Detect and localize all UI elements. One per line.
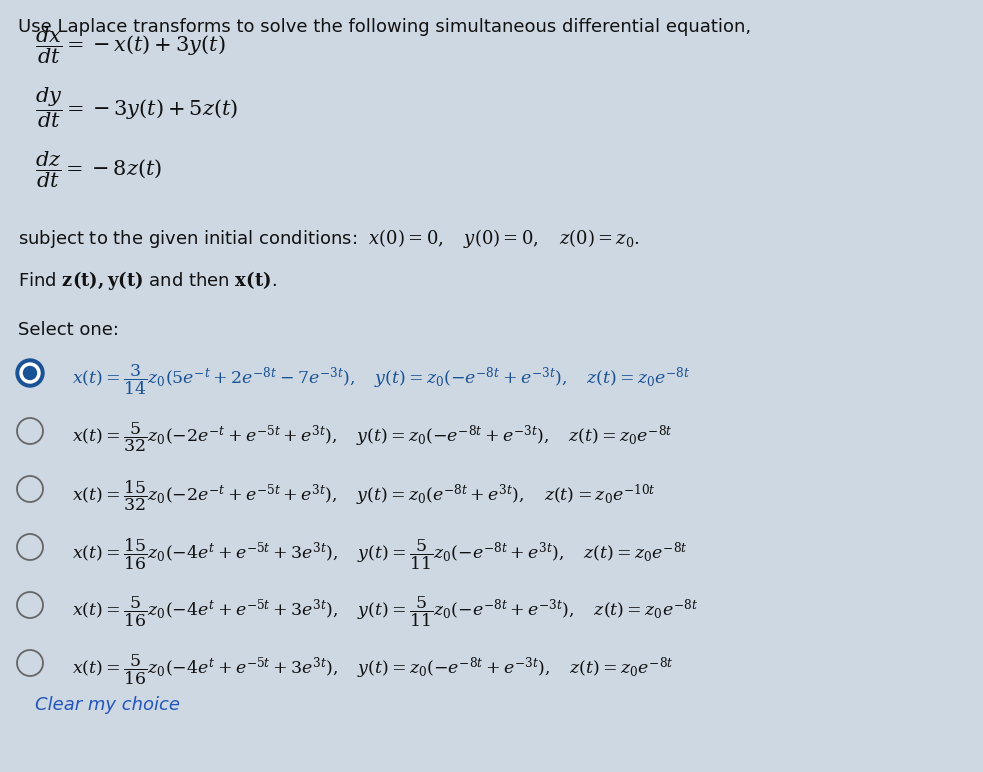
Text: $x(t) = \dfrac{5}{32}z_0(-2e^{-t} + e^{-5t} + e^{3t}),\quad y(t) = z_0(-e^{-8t} : $x(t) = \dfrac{5}{32}z_0(-2e^{-t} + e^{-… <box>72 421 672 455</box>
Circle shape <box>20 363 40 383</box>
Text: $\dfrac{dz}{dt} = -8z(t)$: $\dfrac{dz}{dt} = -8z(t)$ <box>35 150 162 190</box>
Text: Select one:: Select one: <box>18 321 119 339</box>
Text: $\dfrac{dy}{dt} = -3y(t) + 5z(t)$: $\dfrac{dy}{dt} = -3y(t) + 5z(t)$ <box>35 86 238 130</box>
Text: $x(t) = \dfrac{3}{14}z_0(5e^{-t} + 2e^{-8t} - 7e^{-3t}),\quad y(t) = z_0(-e^{-8t: $x(t) = \dfrac{3}{14}z_0(5e^{-t} + 2e^{-… <box>72 363 690 398</box>
Text: $x(t) = \dfrac{15}{16}z_0(-4e^{t} + e^{-5t} + 3e^{3t}),\quad y(t) = \dfrac{5}{11: $x(t) = \dfrac{15}{16}z_0(-4e^{t} + e^{-… <box>72 537 688 572</box>
Text: $x(t) = \dfrac{5}{16}z_0(-4e^{t} + e^{-5t} + 3e^{3t}),\quad y(t) = \dfrac{5}{11}: $x(t) = \dfrac{5}{16}z_0(-4e^{t} + e^{-5… <box>72 595 698 629</box>
Text: Clear my choice: Clear my choice <box>35 696 180 714</box>
Text: $x(t) = \dfrac{15}{32}z_0(-2e^{-t} + e^{-5t} + e^{3t}),\quad y(t) = z_0(e^{-8t} : $x(t) = \dfrac{15}{32}z_0(-2e^{-t} + e^{… <box>72 479 656 513</box>
Text: Use Laplace transforms to solve the following simultaneous differential equation: Use Laplace transforms to solve the foll… <box>18 18 751 36</box>
Text: Find $\mathbf{z(t), y(t)}$ and then $\mathbf{x(t)}$.: Find $\mathbf{z(t), y(t)}$ and then $\ma… <box>18 269 277 292</box>
Circle shape <box>16 359 44 387</box>
Circle shape <box>24 367 36 380</box>
Text: $\dfrac{dx}{dt} = -x(t) + 3y(t)$: $\dfrac{dx}{dt} = -x(t) + 3y(t)$ <box>35 25 225 66</box>
Text: subject to the given initial conditions:  $x(0) = 0, \quad y(0) = 0, \quad z(0) : subject to the given initial conditions:… <box>18 227 640 250</box>
Text: $x(t) = \dfrac{5}{16}z_0(-4e^{t} + e^{-5t} + 3e^{3t}),\quad y(t) = z_0(-e^{-8t} : $x(t) = \dfrac{5}{16}z_0(-4e^{t} + e^{-5… <box>72 653 673 687</box>
